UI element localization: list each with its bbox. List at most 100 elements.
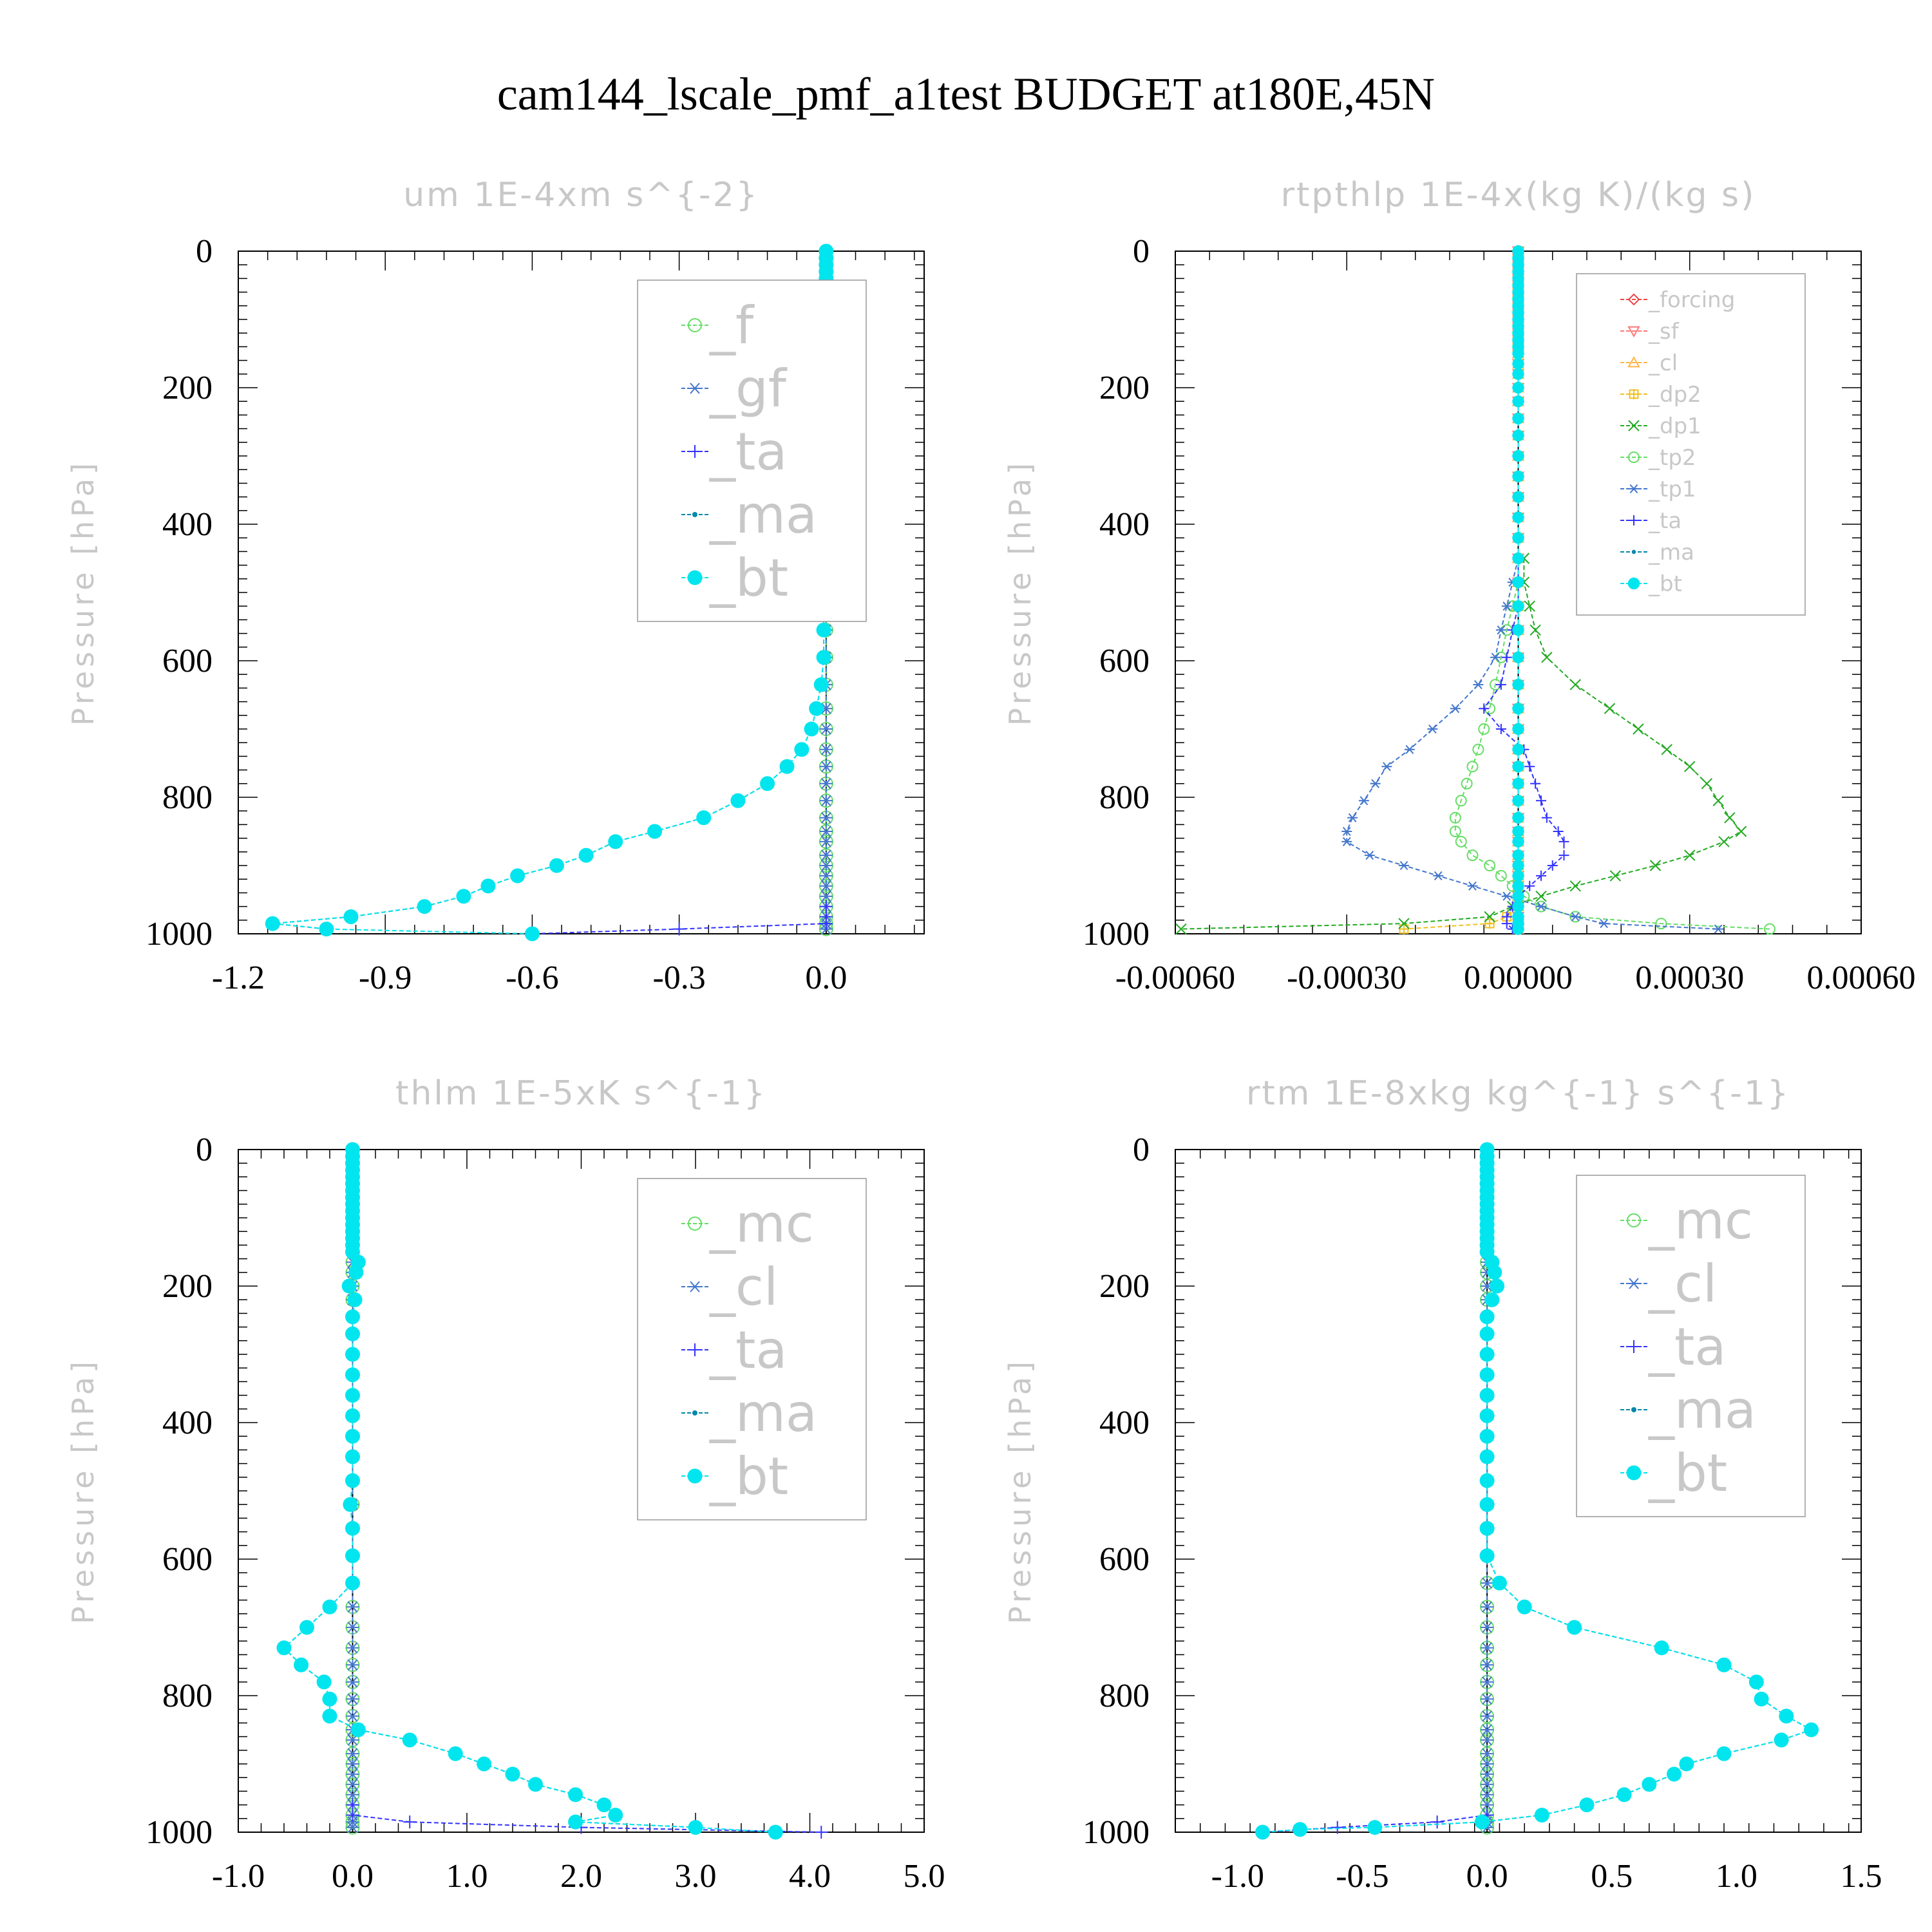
data-point [1553,826,1564,837]
legend-marker [1629,484,1639,494]
legend-label: _bt [709,548,788,608]
data-point [345,1388,360,1403]
data-point [1536,870,1546,881]
data-point [779,759,795,774]
data-point [1512,923,1524,935]
data-point [1512,624,1524,636]
data-point [1370,779,1381,788]
data-point [448,1746,463,1761]
legend-label: _ta [1648,1317,1726,1377]
data-point [1604,703,1616,714]
data-point [1255,1824,1271,1840]
data-point [1466,849,1479,862]
x-tick-label: -0.9 [359,960,412,996]
data-point [1512,811,1524,824]
data-point [343,909,359,924]
data-point [1433,871,1444,880]
data-point [1492,1575,1507,1591]
x-tick-label: -0.00060 [1115,960,1235,996]
data-point [1512,777,1524,790]
x-tick-label: 0.5 [1591,1858,1633,1895]
legend-label: _mc [1648,1191,1753,1251]
legend-label: _gf [709,359,788,419]
y-tick-label: 400 [162,506,213,543]
data-point [1512,761,1524,773]
legend-label: _ta [709,422,787,482]
x-tick-label: 0.0 [805,960,847,996]
x-tick-label: 0.00060 [1807,960,1916,996]
data-point [696,810,712,826]
x-tick-label: 0.0 [332,1858,374,1895]
data-point [322,1691,337,1707]
data-point [1481,1577,1494,1589]
y-tick-label: 200 [1099,1268,1150,1305]
data-point [1461,777,1473,790]
legend-marker [1629,389,1639,399]
data-point [1481,1799,1494,1811]
data-point [1455,835,1467,848]
y-axis-label: Pressure [hPa] [66,459,100,726]
data-point [1479,1309,1495,1325]
y-tick-label: 1000 [1083,1814,1150,1851]
data-point [1479,703,1490,714]
legend-label: _tp2 [1648,445,1696,471]
y-tick-label: 400 [1099,1405,1150,1441]
data-point [647,824,663,839]
data-point [1541,812,1552,823]
data-point [1716,1746,1732,1761]
legend-marker [1629,515,1639,526]
data-point [343,1497,358,1512]
data-point [346,1676,359,1688]
data-point [1512,835,1524,848]
y-tick-label: 800 [1099,779,1150,816]
data-point [809,701,824,716]
legend-marker [1627,1278,1640,1289]
legend-marker [692,512,697,517]
legend-marker [1628,420,1640,431]
data-point [345,1520,360,1536]
data-point [1467,881,1478,891]
legend-marker [1627,1340,1640,1353]
data-point [1481,1724,1494,1736]
panel-1: um 1E-4xm s^{-2} Pressure [hPa] 0 200 400 600… [66,176,925,996]
legend-marker [692,1410,697,1416]
data-point [1512,532,1524,544]
data-point [1484,911,1495,923]
data-point [688,1820,703,1835]
data-point [1667,1766,1682,1782]
x-tick-label: -0.3 [652,960,705,996]
data-point [524,926,540,942]
data-point [1466,761,1479,773]
data-point [1358,796,1369,806]
figure-title: cam144_lscale_pmf_a1test BUDGET at180E,4… [497,68,1435,120]
data-point [347,1292,363,1307]
data-point [1512,347,1524,360]
y-tick-label: 600 [162,1541,213,1578]
panel-title: um 1E-4xm s^{-2} [403,176,759,214]
data-point [1479,1497,1495,1512]
data-point [1512,795,1524,807]
data-point [1512,723,1524,735]
data-point [1661,744,1672,755]
data-point [819,812,833,824]
y-tick-label: 0 [196,1132,213,1168]
data-point [316,1674,332,1690]
data-point [816,622,831,638]
panel-title: rtpthlp 1E-4x(kg K)/(kg s) [1281,176,1756,214]
legend: _mc_cl_ta_ma_bt [637,1178,867,1520]
legend-marker [687,570,703,585]
data-point [346,1622,359,1633]
legend-label: _bt [1648,571,1682,597]
data-point [1512,880,1524,893]
y-axis-label: Pressure [hPa] [1003,1358,1037,1624]
data-point [1512,576,1524,589]
data-point [1472,743,1484,755]
data-point [1524,761,1535,772]
data-point [813,677,829,692]
legend-label: _bt [709,1446,788,1506]
y-tick-label: 800 [162,1678,213,1714]
data-point [346,1693,359,1705]
x-tick-label: 5.0 [904,1858,945,1895]
data-point [568,1787,583,1803]
data-point [819,723,833,735]
